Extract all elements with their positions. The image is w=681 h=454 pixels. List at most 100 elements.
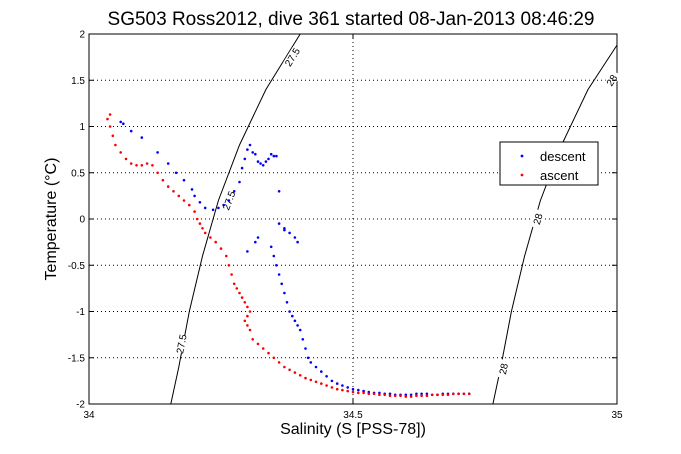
data-point-ascent	[124, 157, 128, 161]
data-point-ascent	[156, 171, 159, 175]
data-point-descent	[190, 188, 194, 191]
data-point-ascent	[111, 134, 115, 138]
data-point-ascent	[193, 210, 196, 213]
data-point-descent	[280, 282, 284, 286]
data-point-descent	[243, 157, 247, 161]
data-point-descent	[264, 160, 268, 163]
data-point-descent	[222, 203, 225, 207]
data-point-descent	[346, 386, 350, 389]
data-point-ascent	[457, 392, 460, 396]
data-point-descent	[283, 227, 286, 230]
data-point-descent	[285, 301, 289, 304]
data-point-ascent	[346, 389, 350, 393]
data-point-ascent	[372, 392, 376, 396]
data-point-descent	[425, 392, 429, 396]
data-point-ascent	[288, 368, 291, 372]
y-tick-label: 2	[79, 30, 85, 41]
data-point-descent	[277, 190, 281, 193]
y-tick-label: 1.5	[71, 76, 85, 87]
data-point-ascent	[367, 392, 371, 396]
data-point-descent	[193, 194, 196, 198]
data-point-ascent	[140, 164, 144, 167]
data-point-descent	[306, 356, 310, 360]
legend-label-ascent: ascent	[540, 168, 579, 183]
axis-ticks: 34 34.5 35 -2 -1.5 -1 -0.5 0 0.5 1 1.5 2	[68, 30, 623, 422]
data-point-ascent	[238, 291, 241, 295]
data-point-descent	[248, 143, 252, 147]
data-point-ascent	[393, 394, 397, 398]
x-tick-label: 34.5	[343, 410, 363, 421]
data-point-ascent	[261, 347, 265, 350]
data-point-ascent	[108, 125, 112, 128]
data-point-ascent	[325, 384, 328, 387]
x-axis-label: Salinity (S [PSS-78])	[280, 421, 426, 438]
data-point-ascent	[246, 314, 249, 318]
data-point-descent	[227, 199, 231, 202]
data-point-ascent	[106, 117, 109, 121]
data-point-ascent	[304, 376, 307, 380]
data-point-descent	[283, 228, 286, 232]
data-point-ascent	[182, 199, 186, 202]
data-point-ascent	[151, 164, 154, 167]
data-point-descent	[367, 390, 371, 394]
data-point-ascent	[195, 217, 199, 221]
contour-label: 28	[498, 362, 511, 376]
data-point-ascent	[243, 319, 247, 323]
data-point-ascent	[462, 392, 466, 396]
data-point-ascent	[272, 356, 276, 360]
data-point-descent	[277, 273, 281, 276]
data-point-descent	[351, 387, 355, 391]
data-point-descent	[272, 154, 276, 158]
data-point-descent	[420, 392, 423, 396]
data-point-ascent	[420, 394, 423, 398]
chart-title: SG503 Ross2012, dive 361 started 08-Jan-…	[108, 9, 595, 30]
data-point-descent	[298, 328, 302, 332]
data-series	[106, 113, 471, 398]
data-point-ascent	[256, 342, 260, 346]
data-point-descent	[325, 375, 328, 378]
data-point-descent	[256, 236, 260, 239]
data-point-ascent	[330, 386, 334, 389]
y-tick-label: -1.5	[68, 353, 86, 364]
data-point-ascent	[351, 390, 355, 394]
data-point-descent	[156, 151, 159, 154]
data-point-descent	[330, 379, 334, 383]
data-point-descent	[119, 120, 122, 124]
data-point-ascent	[246, 324, 249, 327]
data-point-ascent	[135, 164, 138, 167]
data-point-ascent	[177, 194, 181, 198]
data-point-ascent	[293, 371, 297, 374]
data-point-ascent	[129, 162, 133, 165]
legend-box	[499, 141, 599, 186]
data-point-ascent	[388, 394, 392, 398]
data-point-ascent	[430, 393, 434, 397]
data-point-descent	[291, 314, 294, 318]
data-point-descent	[296, 324, 299, 327]
data-point-descent	[277, 222, 281, 225]
data-point-descent	[357, 388, 360, 392]
data-point-ascent	[145, 162, 149, 165]
data-point-descent	[251, 151, 254, 154]
data-point-ascent	[248, 310, 252, 313]
data-point-descent	[275, 154, 278, 158]
data-point-descent	[232, 190, 236, 193]
y-tick-label: -2	[76, 400, 85, 411]
data-point-ascent	[399, 394, 402, 398]
data-point-ascent	[246, 305, 249, 309]
data-point-ascent	[203, 231, 207, 235]
legend-marker-descent	[520, 154, 524, 158]
data-point-ascent	[357, 391, 360, 395]
contour-label: 27.5	[175, 333, 190, 355]
data-point-descent	[174, 171, 178, 175]
data-point-ascent	[235, 287, 239, 290]
data-point-ascent	[219, 247, 223, 250]
data-point-ascent	[409, 395, 413, 398]
contour-label-bg	[283, 46, 302, 68]
data-point-descent	[254, 152, 257, 156]
data-point-descent	[129, 129, 133, 133]
data-point-ascent	[362, 391, 365, 395]
contour-line	[492, 44, 618, 405]
x-tick-label: 34	[83, 410, 95, 421]
data-point-ascent	[243, 301, 247, 304]
